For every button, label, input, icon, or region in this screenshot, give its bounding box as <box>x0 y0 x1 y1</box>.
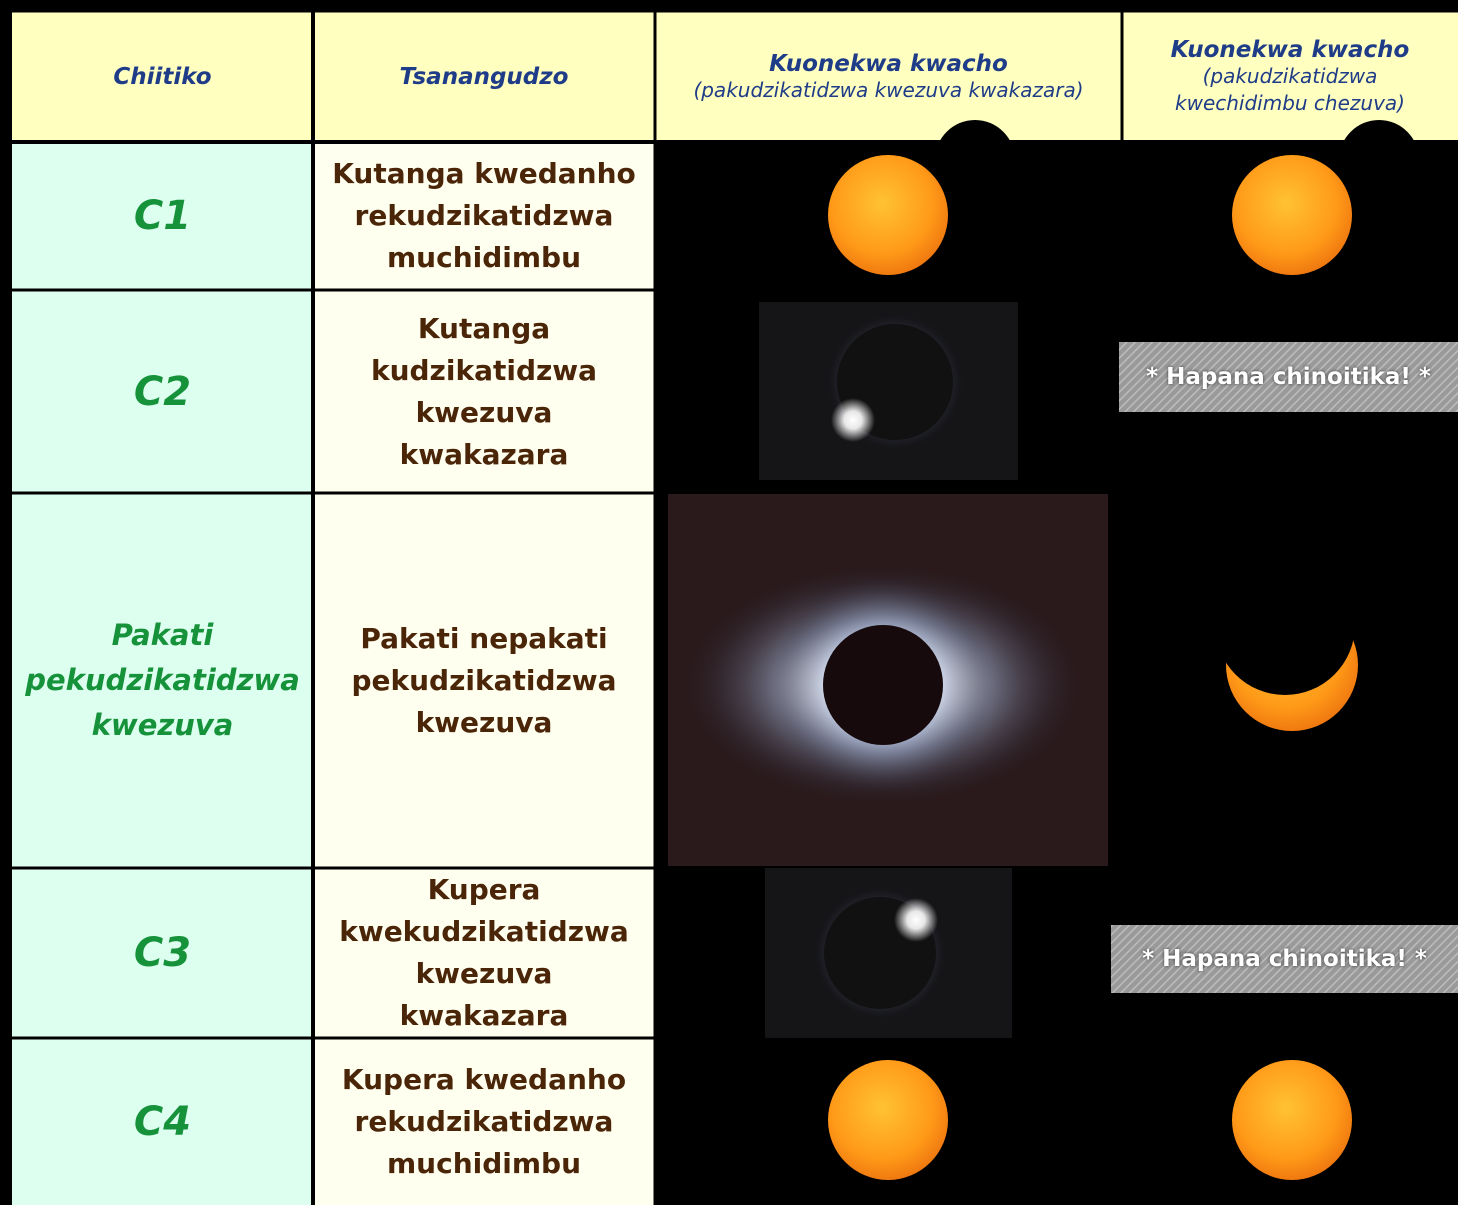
header-title: Chiitiko <box>113 64 211 90</box>
header-note: (pakudzikatidzwa kwezuva kwakazara) <box>693 77 1083 104</box>
event-cell: C3 <box>12 868 313 1038</box>
description-cell: Kutanga kwedanho rekudzikatidzwa muchidi… <box>313 142 655 290</box>
description-cell: Kutanga kudzikatidzwa kwezuva kwakazara <box>313 290 655 493</box>
header-title: Tsanangudzo <box>400 64 569 90</box>
header-cell: Chiitiko <box>12 12 313 142</box>
header-cell: Kuonekwa kwacho(pakudzikatidzwa kwechidi… <box>1122 12 1458 142</box>
description-cell: Kupera kwedanho rekudzikatidzwa muchidim… <box>313 1038 655 1205</box>
header-title: Kuonekwa kwacho <box>1171 37 1410 63</box>
event-cell: C2 <box>12 290 313 493</box>
header-note: (pakudzikatidzwa kwechidimbu chezuva) <box>1162 63 1418 117</box>
description-cell: Kupera kwekudzikatidzwa kwezuva kwakazar… <box>313 868 655 1038</box>
no-event-label: * Hapana chinoitika! * <box>1119 342 1458 412</box>
event-cell: Pakati pekudzikatidzwa kwezuva <box>12 493 313 868</box>
header-title: Kuonekwa kwacho <box>769 51 1008 77</box>
no-event-label: * Hapana chinoitika! * <box>1111 925 1458 993</box>
page: Chiitiko Tsanangudzo Kuonekwa kwacho(pak… <box>0 0 1458 1205</box>
description-cell: Pakati nepakati pekudzikatidzwa kwezuva <box>313 493 655 868</box>
event-cell: C4 <box>12 1038 313 1205</box>
header-cell: Kuonekwa kwacho(pakudzikatidzwa kwezuva … <box>655 12 1122 142</box>
event-cell: C1 <box>12 142 313 290</box>
header-cell: Tsanangudzo <box>313 12 655 142</box>
